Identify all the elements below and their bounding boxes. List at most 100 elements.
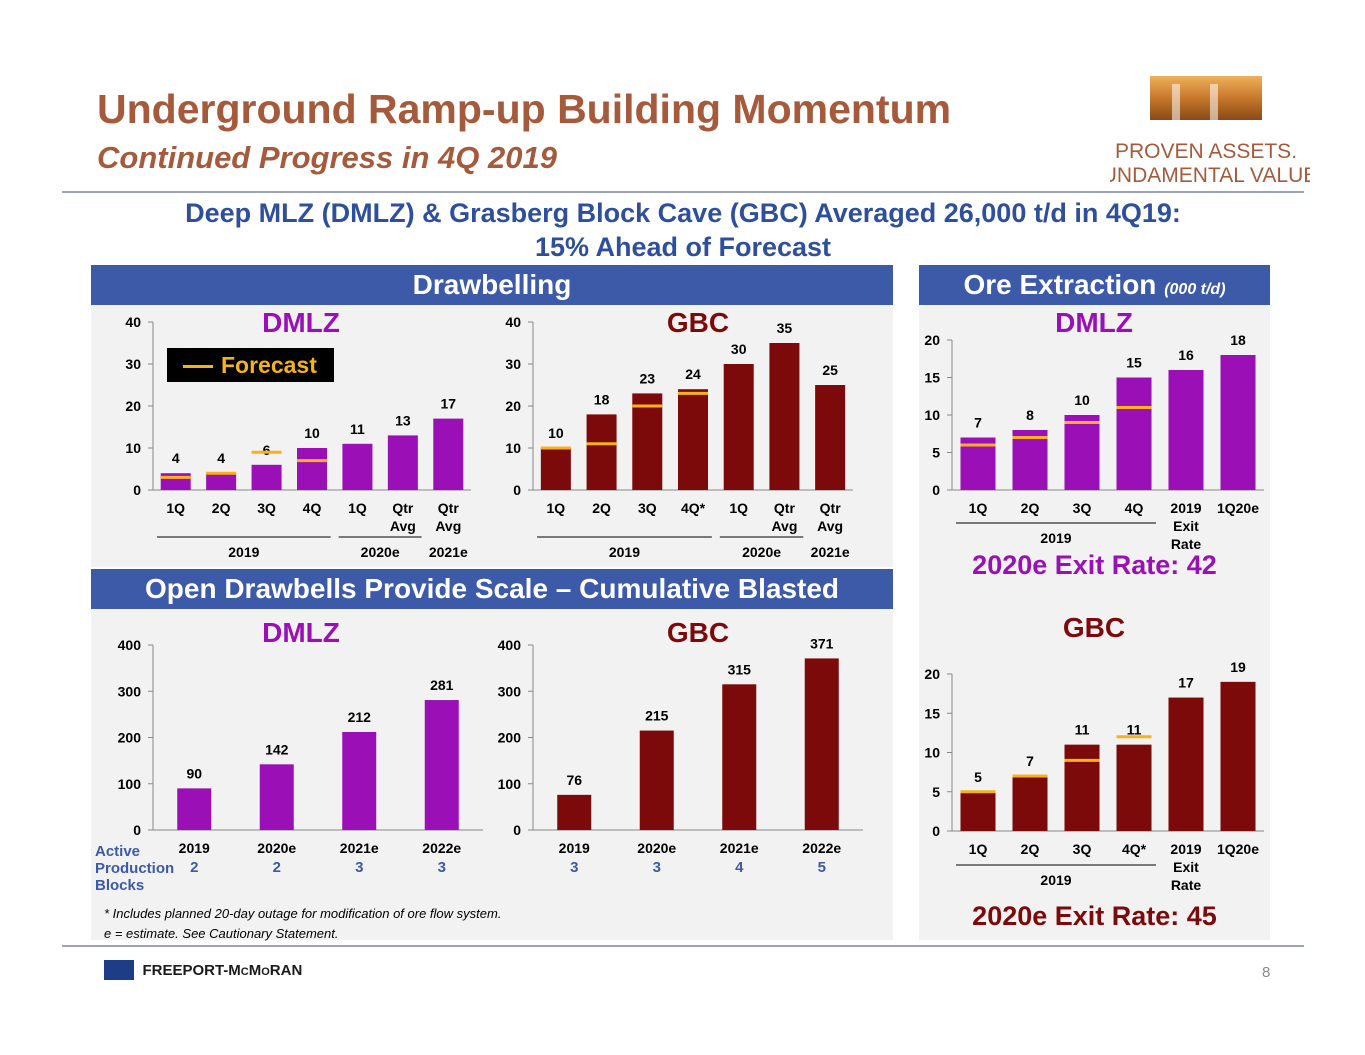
drawbelling-gbc-y-tick-label: 0 bbox=[513, 482, 521, 498]
drawbelling-dmlz-bar bbox=[206, 473, 237, 490]
active-blocks-label: Active Production Blocks bbox=[95, 843, 174, 894]
cumulative-gbc-data-label: 371 bbox=[810, 635, 834, 651]
drawbelling-dmlz-x-tick-label: 2Q bbox=[212, 500, 231, 516]
ore-dmlz-y-tick-label: 10 bbox=[924, 407, 940, 423]
drawbelling-gbc-bar bbox=[678, 389, 708, 490]
drawbelling-gbc-x-tick-label: Qtr bbox=[820, 500, 842, 516]
ore-gbc-x-tick-label: 1Q20e bbox=[1217, 841, 1259, 857]
cumulative-dmlz-data-label: 142 bbox=[265, 741, 289, 757]
drawbelling-dmlz-y-tick-label: 30 bbox=[125, 356, 141, 372]
drawbelling-gbc-x-tick-label: Avg bbox=[771, 518, 797, 534]
cumulative-gbc-y-tick-label: 200 bbox=[498, 730, 522, 746]
drawbelling-dmlz-data-label: 11 bbox=[350, 421, 365, 437]
cumulative-dmlz-data-label: 281 bbox=[430, 677, 454, 693]
cumulative-dmlz-active-blocks: 3 bbox=[438, 859, 446, 876]
drawbelling-gbc-bar bbox=[815, 385, 846, 490]
ore-dmlz-data-label: 8 bbox=[1026, 407, 1034, 423]
drawbelling-dmlz-data-label: 6 bbox=[263, 442, 271, 458]
ore-gbc-x-tick-label: Exit bbox=[1173, 859, 1199, 875]
cumulative-gbc-bar bbox=[639, 730, 674, 830]
drawbelling-header: Drawbelling bbox=[91, 265, 893, 305]
drawbelling-dmlz-x-tick-label: 1Q bbox=[166, 500, 185, 516]
cumulative-gbc-y-tick-label: 300 bbox=[498, 683, 522, 699]
ore-extraction-title: Ore Extraction bbox=[963, 269, 1157, 300]
drawbelling-gbc-x-tick-label: Avg bbox=[817, 518, 843, 534]
ore-gbc-x-tick-label: 3Q bbox=[1073, 841, 1092, 857]
ore-gbc-data-label: 7 bbox=[1026, 753, 1034, 769]
ore-dmlz-x-tick-label: 3Q bbox=[1073, 500, 1092, 516]
footer-company-name: FREEPORT-McMoRAN bbox=[142, 961, 303, 979]
cumulative-gbc-bar bbox=[722, 684, 757, 830]
cumulative-dmlz-x-tick-label: 2019 bbox=[179, 840, 210, 856]
ore-gbc-data-label: 17 bbox=[1178, 675, 1194, 691]
cumulative-dmlz-data-label: 90 bbox=[186, 765, 202, 781]
forecast-legend: Forecast bbox=[167, 348, 334, 382]
headline-line-1: Deep MLZ (DMLZ) & Grasberg Block Cave (G… bbox=[185, 198, 1181, 228]
cumulative-gbc-y-tick-label: 0 bbox=[513, 822, 521, 838]
ore-gbc-title: GBC bbox=[1063, 612, 1125, 643]
cumulative-header: Open Drawbells Provide Scale – Cumulativ… bbox=[91, 569, 893, 609]
ore-gbc-bar bbox=[1116, 744, 1152, 831]
ore-dmlz-x-tick-label: 2019 bbox=[1170, 500, 1201, 516]
ore-gbc-x-tick-label: 2019 bbox=[1170, 841, 1201, 857]
ore-dmlz-y-tick-label: 5 bbox=[932, 445, 940, 461]
ore-dmlz-x-tick-label: 1Q bbox=[969, 500, 988, 516]
drawbelling-dmlz-bar bbox=[297, 448, 327, 490]
fcx-logo-mark: PROVEN ASSETS. FUNDAMENTAL VALUE. bbox=[1089, 76, 1323, 187]
ore-dmlz-data-label: 7 bbox=[974, 415, 982, 431]
footnote-line-2: e = estimate. See Cautionary Statement. bbox=[104, 926, 339, 941]
drawbelling-gbc-y-tick-label: 10 bbox=[505, 440, 521, 456]
cumulative-dmlz-x-tick-label: 2021e bbox=[340, 840, 379, 856]
active-blocks-label-3: Blocks bbox=[95, 877, 145, 894]
ore-gbc-y-tick-label: 15 bbox=[924, 705, 940, 721]
drawbelling-gbc-y-tick-label: 40 bbox=[505, 314, 521, 330]
cumulative-gbc-data-label: 76 bbox=[566, 772, 582, 788]
cumulative-dmlz-bar bbox=[424, 700, 459, 830]
ore-gbc-y-tick-label: 0 bbox=[932, 823, 940, 839]
ore-dmlz-data-label: 10 bbox=[1074, 392, 1090, 408]
drawbelling-gbc-x-tick-label: 1Q bbox=[729, 500, 748, 516]
active-blocks-label-1: Active bbox=[95, 843, 141, 860]
drawbelling-gbc-data-label: 30 bbox=[731, 341, 747, 357]
drawbelling-gbc-chart: GBC 0 10 20 30 40 10 1Q 18 2Q 23 3Q 24 4Q* 30 1Q 35 Qtr Av… bbox=[505, 307, 853, 560]
cumulative-gbc-active-blocks: 3 bbox=[570, 859, 578, 876]
ore-gbc-y-tick-label: 20 bbox=[924, 666, 940, 682]
drawbelling-gbc-x-tick-label: 3Q bbox=[638, 500, 657, 516]
ore-gbc-data-label: 11 bbox=[1075, 722, 1090, 738]
page-title: Underground Ramp-up Building Momentum bbox=[97, 86, 952, 132]
drawbelling-dmlz-data-label: 13 bbox=[395, 412, 411, 428]
cumulative-gbc-data-label: 215 bbox=[645, 708, 669, 724]
cumulative-gbc-active-blocks: 5 bbox=[818, 859, 826, 876]
ore-gbc-bar bbox=[1168, 697, 1204, 831]
drawbelling-dmlz-group-label: 2020e bbox=[361, 544, 400, 560]
cumulative-panel bbox=[91, 608, 893, 940]
ore-gbc-bar bbox=[1012, 776, 1048, 831]
dmlz-exit-rate: 2020e Exit Rate: 42 bbox=[972, 550, 1217, 580]
drawbelling-gbc-x-tick-label: Qtr bbox=[774, 500, 796, 516]
cumulative-gbc-x-tick-label: 2022e bbox=[802, 840, 841, 856]
cumulative-gbc-bar bbox=[804, 658, 839, 830]
ore-dmlz-data-label: 15 bbox=[1126, 355, 1142, 371]
gbc-exit-rate: 2020e Exit Rate: 45 bbox=[972, 901, 1217, 931]
logo-tagline-1: PROVEN ASSETS. bbox=[1115, 140, 1297, 163]
header-divider bbox=[62, 191, 1304, 193]
drawbelling-gbc-data-label: 24 bbox=[685, 366, 701, 382]
ore-gbc-x-tick-label: 1Q bbox=[969, 841, 988, 857]
cumulative-dmlz-y-tick-label: 200 bbox=[118, 730, 142, 746]
drawbelling-dmlz-x-tick-label: 1Q bbox=[348, 500, 367, 516]
ore-gbc-bar bbox=[1064, 744, 1100, 831]
cumulative-gbc-bar bbox=[557, 794, 592, 830]
ore-gbc-data-label: 19 bbox=[1230, 659, 1246, 675]
cumulative-gbc-active-blocks: 3 bbox=[653, 859, 661, 876]
ore-dmlz-x-tick-label: 1Q20e bbox=[1217, 500, 1259, 516]
ore-dmlz-x-tick-label: 2Q bbox=[1021, 500, 1040, 516]
drawbelling-gbc-x-tick-label: 4Q* bbox=[681, 500, 706, 516]
drawbelling-gbc-bar bbox=[586, 414, 617, 490]
drawbelling-gbc-y-tick-label: 30 bbox=[505, 356, 521, 372]
ore-extraction-header: Ore Extraction (000 t/d) bbox=[919, 265, 1270, 305]
drawbelling-gbc-data-label: 23 bbox=[639, 370, 655, 386]
ore-gbc-chart: GBC 0 5 10 15 20 5 1Q 7 2Q 11 3Q 11 4Q* 17 2019 Exit Rate… bbox=[924, 612, 1264, 893]
forecast-legend-swatch bbox=[183, 365, 213, 369]
drawbelling-gbc-bar bbox=[540, 448, 571, 490]
cumulative-dmlz-active-blocks: 2 bbox=[273, 859, 281, 876]
